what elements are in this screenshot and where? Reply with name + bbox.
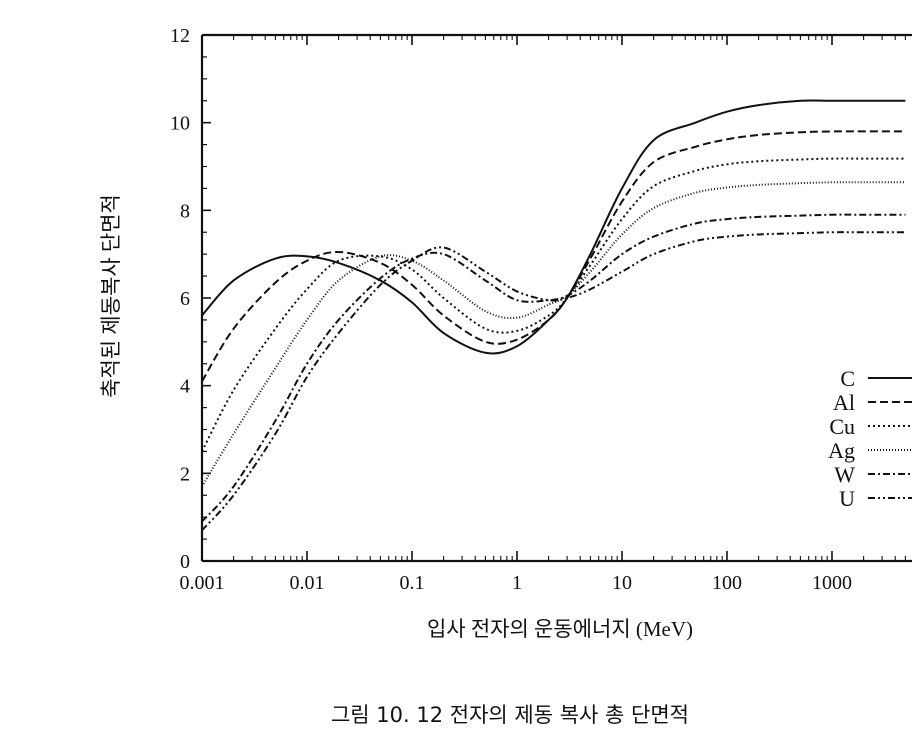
y-tick-label: 8 bbox=[180, 200, 190, 222]
x-axis-label: 입사 전자의 운동에너지 (MeV) bbox=[427, 617, 693, 641]
y-tick-label: 6 bbox=[180, 288, 190, 310]
x-tick-label: 1000 bbox=[812, 572, 852, 594]
x-tick-label: 100 bbox=[712, 572, 742, 594]
series-group bbox=[201, 99, 906, 531]
series-line-cu bbox=[201, 157, 906, 452]
x-tick-label: 1 bbox=[512, 572, 522, 594]
plot-frame-group bbox=[200, 33, 912, 563]
ticks-group: 0 2 4 6 8 10 12 0.001 0.01 0.1 1 10 100 1000 bbox=[170, 25, 906, 594]
x-tick-label: 0.01 bbox=[290, 572, 325, 594]
legend-label-al: Al bbox=[833, 390, 855, 415]
series-line-u bbox=[201, 231, 906, 531]
legend-label-ag: Ag bbox=[828, 438, 855, 463]
y-axis-label: 축적된 제동복사 단면적 bbox=[99, 194, 123, 398]
legend-label-u: U bbox=[839, 486, 855, 511]
y-tick-label: 0 bbox=[180, 551, 190, 573]
y-tick-label: 12 bbox=[170, 25, 190, 47]
x-tick-label: 10 bbox=[612, 572, 632, 594]
y-tick-label: 4 bbox=[180, 376, 190, 398]
y-tick-label: 2 bbox=[180, 463, 190, 485]
series-line-ag bbox=[201, 181, 906, 487]
y-tick-label: 10 bbox=[170, 113, 190, 135]
series-line-w bbox=[201, 213, 906, 523]
legend-label-c: C bbox=[840, 366, 855, 391]
legend-label-cu: Cu bbox=[829, 414, 855, 439]
series-line-al bbox=[201, 130, 906, 382]
legend-label-w: W bbox=[834, 462, 855, 487]
x-tick-label: 0.001 bbox=[180, 572, 225, 594]
x-tick-label: 0.1 bbox=[400, 572, 425, 594]
figure-caption: 그림 10. 12 전자의 제동 복사 총 단면적 bbox=[331, 703, 689, 727]
